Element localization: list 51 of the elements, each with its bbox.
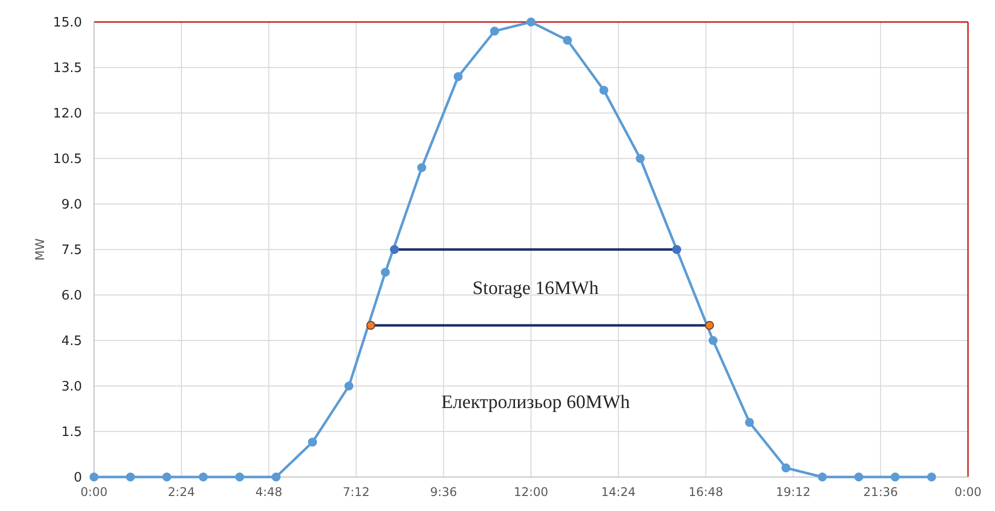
point <box>198 472 208 482</box>
point <box>708 336 718 345</box>
annotation: Електролизьор 60MWh <box>441 392 630 413</box>
annotation: Storage 16MWh <box>472 278 600 300</box>
point <box>272 472 281 482</box>
y-tick-label: 6.0 <box>61 288 82 304</box>
point <box>490 26 500 36</box>
y-tick-label: 1.5 <box>61 425 82 440</box>
x-tick-label: 0:00 <box>80 485 108 499</box>
point <box>745 418 754 427</box>
point <box>90 472 98 482</box>
point <box>562 36 572 45</box>
x-tick-label: 9:36 <box>430 485 458 499</box>
point <box>526 18 536 26</box>
y-tick-label: 4.5 <box>61 334 82 350</box>
point <box>781 463 790 472</box>
x-tick-label: 14:24 <box>601 485 636 499</box>
y-tick-label: 7.5 <box>61 243 82 258</box>
point <box>599 86 608 95</box>
y-tick-label: 9.0 <box>61 198 82 213</box>
point <box>417 163 426 172</box>
y-tick-label: 3.0 <box>61 380 82 395</box>
x-tick-label: 7:12 <box>342 485 370 499</box>
point <box>126 472 135 482</box>
y-tick-label: 10.5 <box>53 152 82 168</box>
point <box>308 438 317 447</box>
x-tick-label: 4:48 <box>255 485 282 499</box>
point <box>927 472 936 482</box>
x-tick-label: 2:24 <box>168 485 195 499</box>
y-tick-label: 0 <box>74 470 82 486</box>
y-tick-label: 15.0 <box>53 16 82 31</box>
point <box>818 472 827 482</box>
x-tick-label: 16:48 <box>688 485 724 499</box>
point <box>636 154 645 163</box>
point <box>390 245 399 254</box>
point <box>704 320 714 330</box>
point <box>162 472 172 482</box>
x-tick-label: 19:12 <box>776 485 810 499</box>
x-tick-label: 12:00 <box>514 485 548 499</box>
point <box>854 472 864 482</box>
point <box>235 472 244 482</box>
y-axis-title: MW <box>33 238 47 261</box>
point <box>380 268 390 277</box>
x-tick-label: 21:36 <box>863 485 898 499</box>
y-tick-label: 13.5 <box>53 61 82 76</box>
point <box>366 320 376 330</box>
point <box>454 72 463 82</box>
y-tick-label: 12.0 <box>53 106 82 122</box>
x-tick-label: 0:00 <box>954 485 982 499</box>
point <box>344 382 354 390</box>
point <box>890 472 900 482</box>
